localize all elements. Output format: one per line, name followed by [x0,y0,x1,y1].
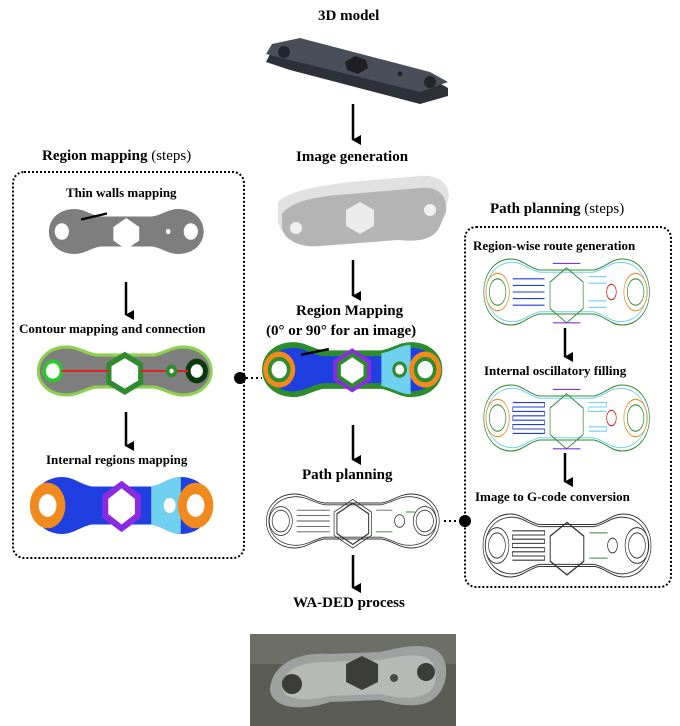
right-panel-title: Path planning (steps) [490,201,624,218]
left-step-3: Internal regions mapping [46,452,188,467]
center-region-mapping-plate [263,345,441,394]
left-panel-title: Region mapping (steps) [42,148,191,165]
node-region-mapping-angle: (0° or 90° for an image) [266,323,417,339]
image-generation-render [278,175,449,247]
right-oscillatory-plate [483,384,650,452]
right-step-2: Internal oscillatory filling [484,363,627,378]
node-3d-model: 3D model [318,8,380,24]
right-panel-title-text: Path planning [490,201,581,217]
right-route-plate [483,258,650,326]
node-wa-ded-process: WA-DED process [293,595,405,611]
right-panel-title-note: (steps) [584,201,625,217]
left-step-1: Thin walls mapping [66,185,177,200]
right-gcode-plate [482,513,652,578]
model-3d-render [266,38,448,104]
left-step-2: Contour mapping and connection [19,321,206,336]
left-panel-title-note: (steps) [151,148,192,164]
node-region-mapping: Region Mapping [296,303,404,319]
left-thin-walls-plate [48,209,204,254]
right-panel-box [464,226,672,588]
left-internal-regions-plate [29,477,214,534]
right-step-3: Image to G-code conversion [475,489,630,504]
left-panel-title-text: Region mapping [42,148,148,164]
left-contour-plate [36,345,213,397]
connector-left [234,372,262,384]
node-path-planning: Path planning [302,467,393,483]
node-image-generation: Image generation [296,149,409,165]
wa-ded-photo [250,634,456,726]
left-panel-box [12,171,245,559]
connector-right [444,515,471,527]
right-step-1: Region-wise route generation [473,238,636,253]
center-path-plate [265,493,440,549]
